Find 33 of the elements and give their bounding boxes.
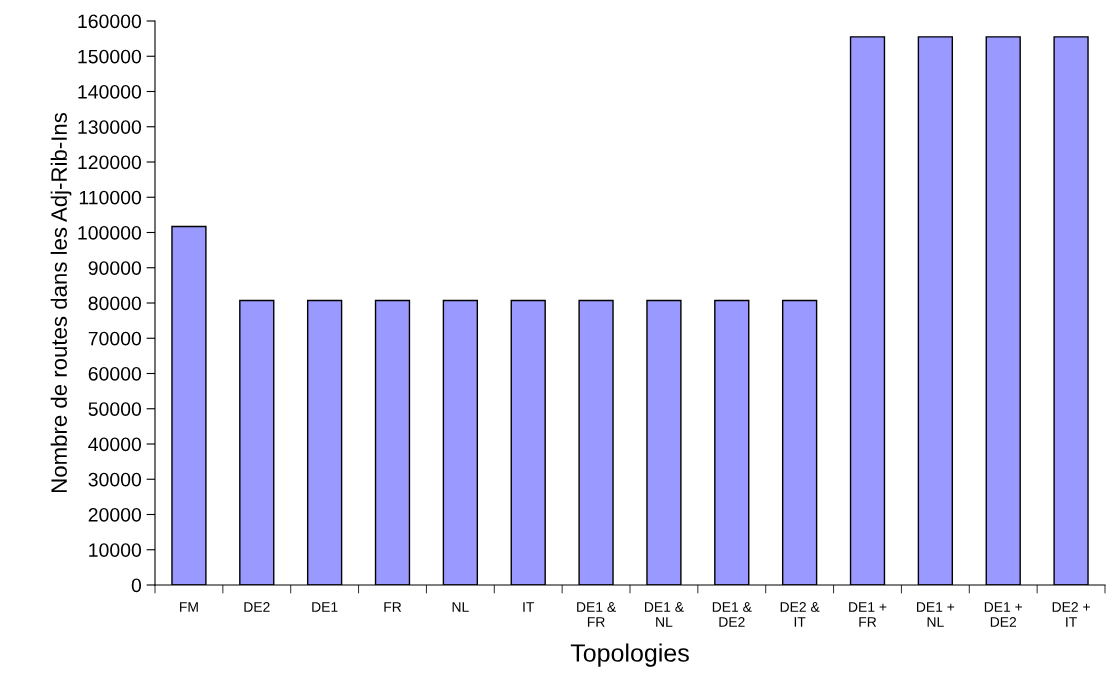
x-tick-label: DE1 + NL: [917, 602, 955, 627]
y-axis-title: Nombre de routes dans les Adj-Rib-Ins: [50, 112, 72, 492]
x-tick-label: DE2 + IT: [1052, 602, 1090, 627]
y-tick-label: 90000: [88, 261, 142, 275]
y-tick-label: 20000: [88, 507, 142, 522]
x-tick-label: DE2: [244, 602, 270, 612]
x-tick-label: DE2 & IT: [780, 602, 820, 627]
x-tick-label: DE1 & DE2: [712, 602, 752, 627]
y-tick-label: 0: [131, 578, 142, 593]
y-tick-label: 80000: [88, 296, 142, 311]
x-axis-title: Topologies: [570, 643, 689, 667]
y-tick-label: 50000: [88, 402, 142, 416]
y-tick-label: 40000: [88, 437, 142, 452]
x-tick-label: FM: [180, 602, 198, 612]
y-tick-label: 140000: [78, 84, 142, 99]
y-tick-label: 60000: [88, 366, 142, 381]
x-tick-label: DE1 & FR: [577, 602, 616, 627]
y-tick-label: 10000: [89, 543, 142, 557]
y-tick-label: 100000: [78, 225, 142, 240]
x-tick-label: NL: [452, 602, 469, 612]
y-tick-label: 110000: [79, 190, 142, 205]
x-tick-label: DE1: [312, 602, 338, 612]
x-tick-label: DE1 + DE2: [984, 602, 1023, 627]
y-tick-label: 70000: [88, 331, 142, 346]
x-tick-label: IT: [523, 602, 535, 612]
y-tick-label: 160000: [78, 14, 142, 29]
x-tick-label: DE1 + FR: [849, 602, 887, 627]
x-tick-label: DE1 & NL: [645, 602, 684, 627]
y-tick-label: 130000: [78, 120, 142, 134]
y-tick-label: 120000: [78, 155, 142, 170]
y-tick-label: 30000: [88, 472, 142, 487]
x-tick-label: FR: [384, 602, 402, 612]
y-tick-label: 150000: [78, 49, 142, 64]
